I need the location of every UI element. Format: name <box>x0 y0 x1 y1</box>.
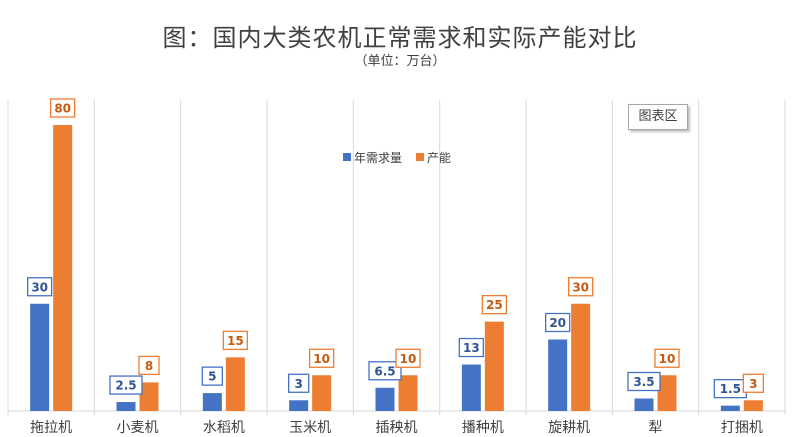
chart-title: 图：国内大类农机正常需求和实际产能对比 <box>162 24 638 52</box>
bar-demand <box>30 303 50 411</box>
data-label-box <box>27 277 53 297</box>
data-label: 15 <box>227 334 244 348</box>
bar-capacity <box>398 375 418 411</box>
data-label: 10 <box>400 352 417 366</box>
x-axis: 拖拉机 小麦机 水稻机 玉米机 插秧机 播种机 旋耕机 犁 打捆机 <box>30 419 763 436</box>
bar-demand <box>116 402 136 411</box>
data-label: 30 <box>31 280 48 294</box>
gridlines <box>7 100 786 415</box>
legend-swatch <box>416 153 424 161</box>
data-label: 2.5 <box>115 379 136 393</box>
data-label: 20 <box>549 316 566 330</box>
bar-capacity <box>571 303 591 411</box>
data-label-box <box>309 348 335 368</box>
data-label-box <box>568 277 594 297</box>
data-label: 80 <box>54 102 71 116</box>
legend-label: 产能 <box>427 151 451 165</box>
data-label: 3 <box>294 377 302 391</box>
data-label-box <box>395 348 421 368</box>
bar-demand <box>375 387 395 411</box>
data-label: 6.5 <box>374 364 395 378</box>
bar-capacity <box>53 125 73 411</box>
value-labels: 30 80 2.5 8 5 15 3 10 6.5 10 13 25 20 30 3.5 10 1.5 3 <box>27 98 764 399</box>
data-label-box <box>654 348 680 368</box>
bar-demand <box>548 339 568 411</box>
data-label-box <box>368 361 402 381</box>
bar-capacity <box>225 357 245 411</box>
bar-capacity <box>657 375 677 411</box>
chart-area-tooltip: 图表区 <box>628 104 688 130</box>
chart-subtitle: （单位：万台） <box>354 54 446 69</box>
x-tick-label: 玉米机 <box>289 420 331 436</box>
data-label: 25 <box>486 298 503 312</box>
data-label: 5 <box>208 370 216 384</box>
x-tick-label: 小麦机 <box>117 420 159 436</box>
bar-demand <box>202 393 222 411</box>
data-label: 13 <box>463 341 480 355</box>
legend-swatch <box>343 153 351 161</box>
x-tick-label: 插秧机 <box>376 420 418 436</box>
data-label: 30 <box>572 280 589 294</box>
data-label-box <box>627 371 661 392</box>
data-label-box <box>545 312 571 333</box>
legend: 年需求量 产能 <box>343 151 451 165</box>
x-tick-label: 播种机 <box>462 420 504 436</box>
bar-demand <box>461 364 481 411</box>
bar-capacity <box>312 375 332 411</box>
x-tick-label: 打捆机 <box>721 419 763 436</box>
data-label-box <box>742 373 764 393</box>
data-label: 10 <box>313 352 330 366</box>
data-label-box <box>222 330 248 351</box>
data-label: 8 <box>145 359 153 373</box>
bar-capacity <box>139 382 159 411</box>
bar-capacity <box>484 321 504 411</box>
data-label-box <box>288 373 310 393</box>
bar-capacity <box>743 400 763 411</box>
data-label: 1.5 <box>720 382 741 396</box>
bars <box>30 125 763 411</box>
legend-label: 年需求量 <box>354 151 402 165</box>
data-label-box <box>458 337 484 358</box>
data-label: 3 <box>749 377 757 391</box>
data-label-box <box>50 98 76 118</box>
data-label-box <box>201 366 223 386</box>
x-tick-label: 拖拉机 <box>30 420 72 436</box>
bar-demand <box>720 405 740 411</box>
x-tick-label: 犁 <box>649 420 663 436</box>
data-label-box <box>109 375 143 395</box>
data-label-box <box>481 294 507 315</box>
x-tick-label: 旋耕机 <box>548 419 590 436</box>
data-label: 3.5 <box>633 375 654 389</box>
bar-demand <box>634 398 654 411</box>
x-tick-label: 水稻机 <box>203 420 245 436</box>
data-label-box <box>138 355 160 376</box>
bar-demand <box>289 400 309 411</box>
data-label: 10 <box>659 352 676 366</box>
